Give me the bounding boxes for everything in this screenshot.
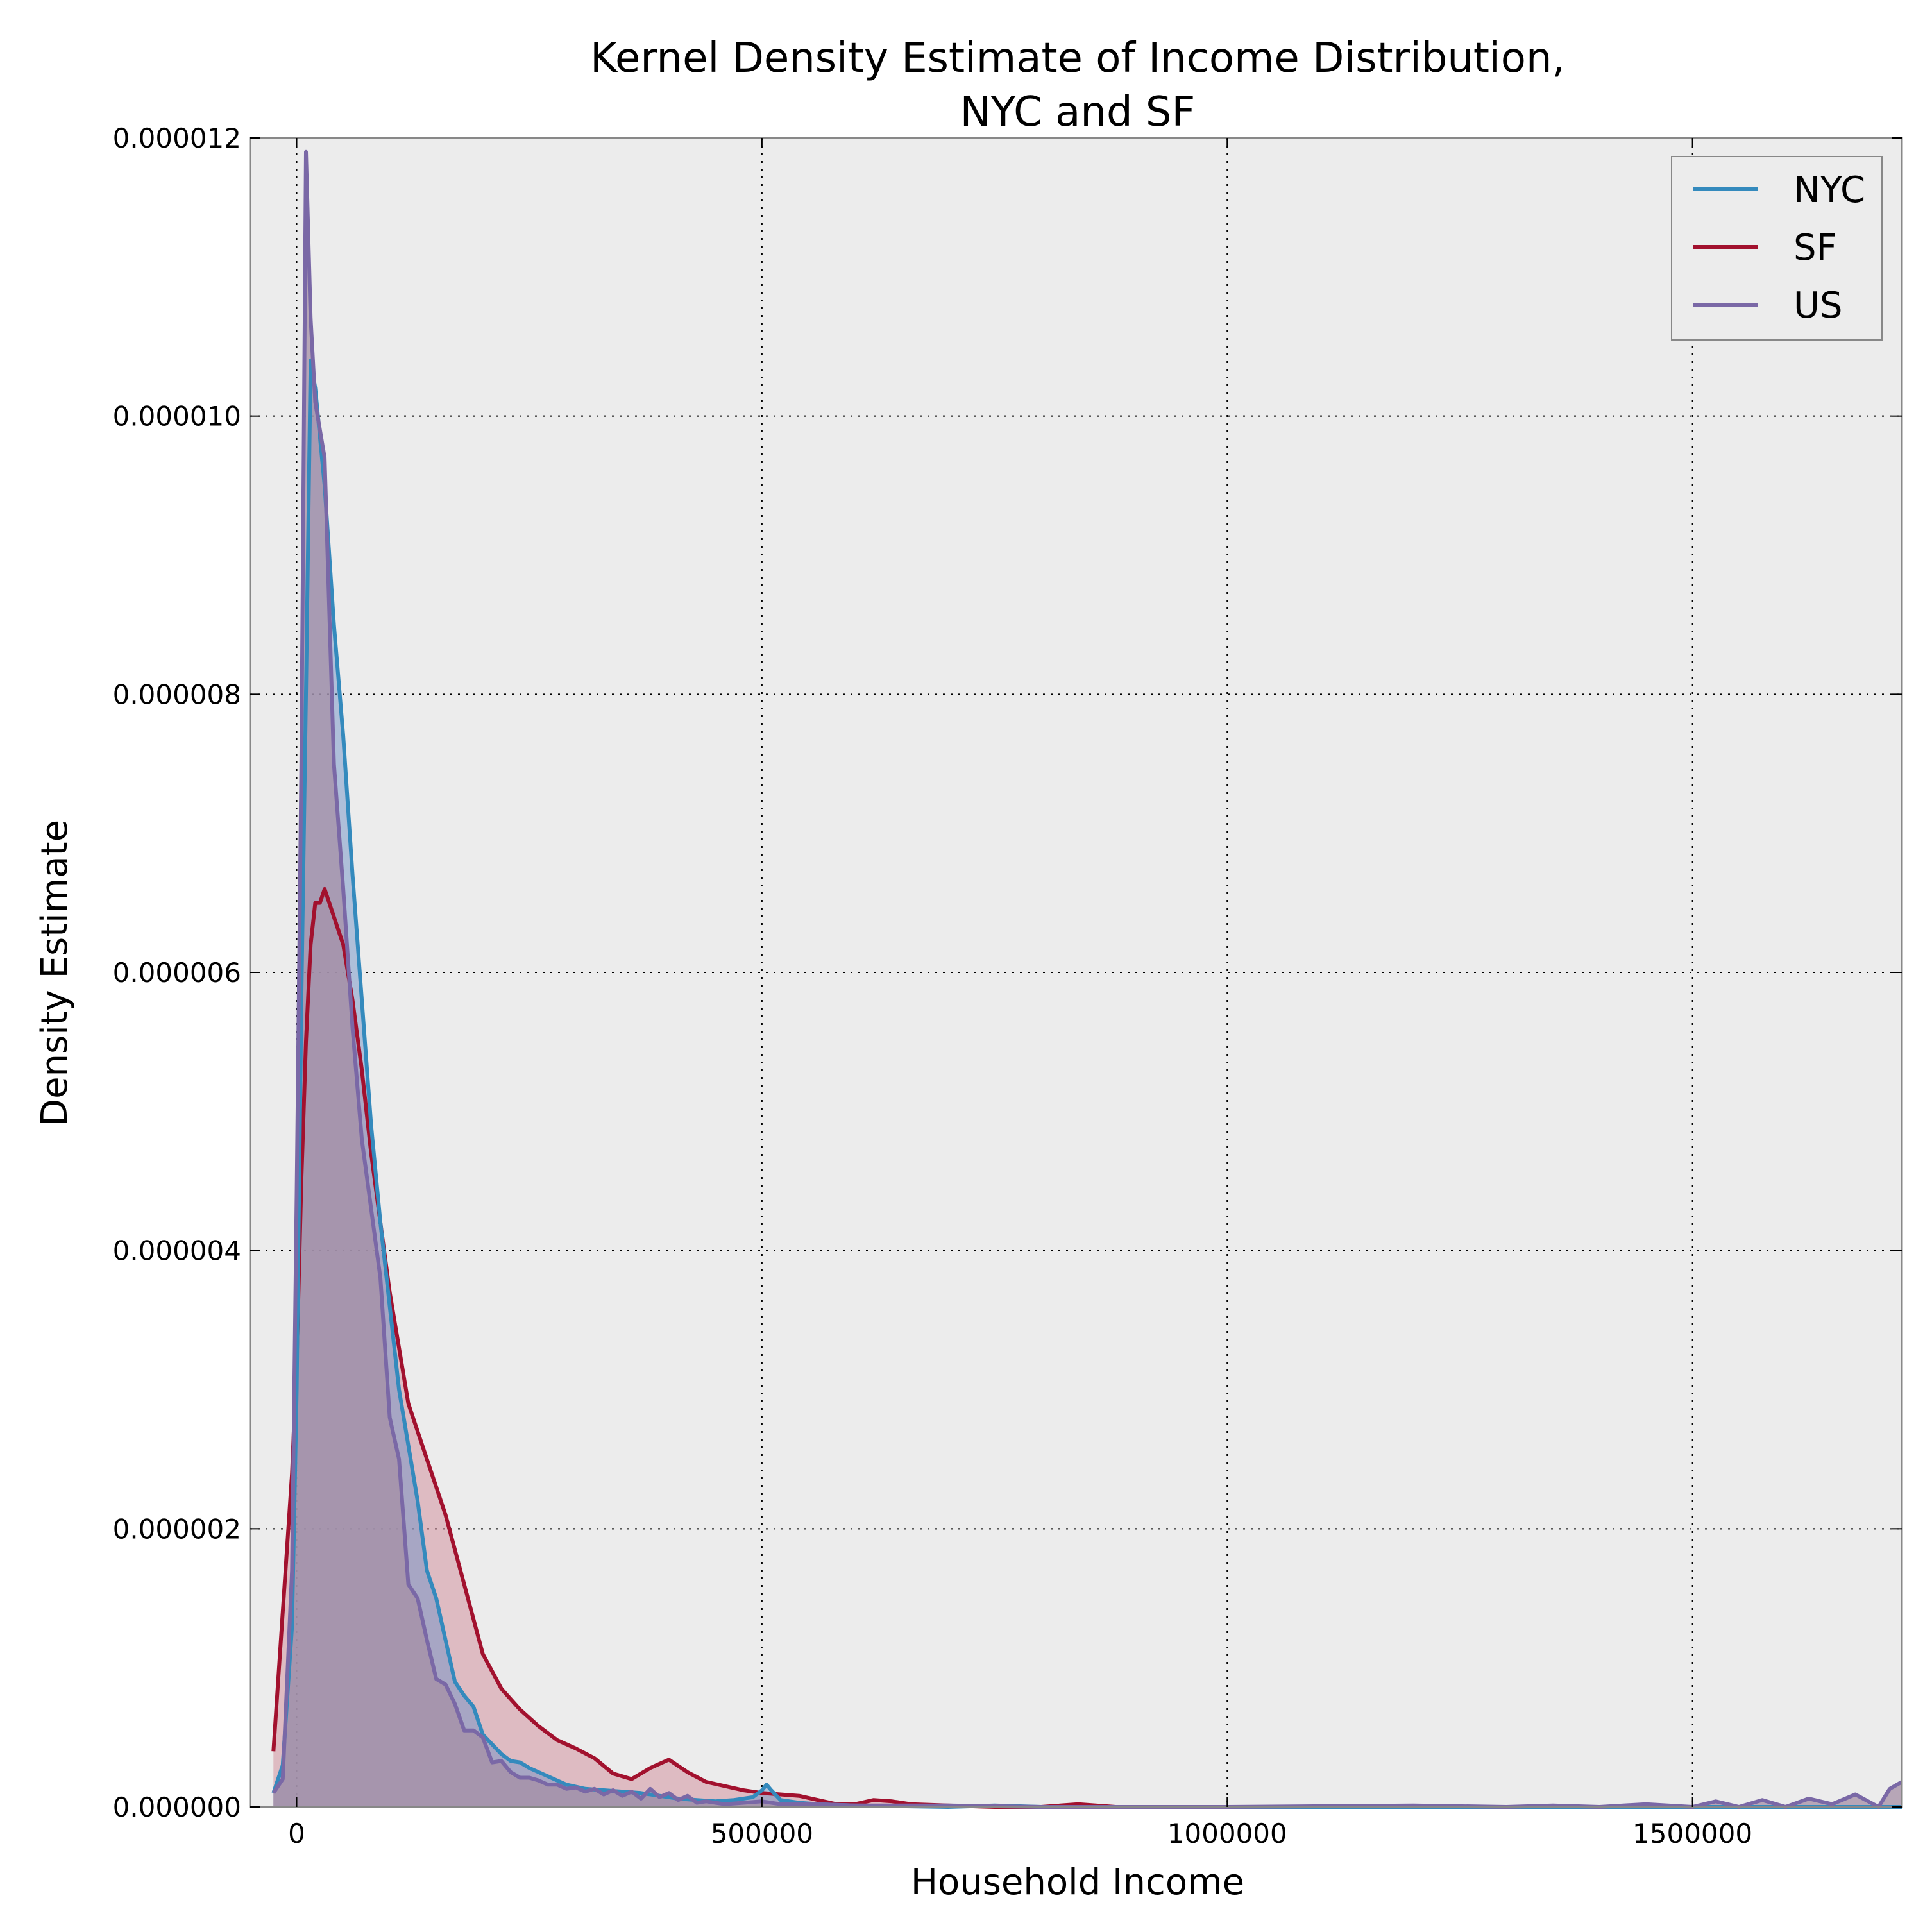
x-tick-label: 0 [288, 1818, 305, 1849]
legend-label-nyc: NYC [1793, 169, 1865, 211]
x-axis-label: Household Income [911, 1861, 1244, 1903]
chart-title-line-1: Kernel Density Estimate of Income Distri… [590, 35, 1565, 82]
chart-title-line-2: NYC and SF [960, 89, 1196, 136]
legend-label-sf: SF [1793, 227, 1837, 269]
plot-area [250, 138, 1902, 1807]
y-tick-label: 0.000000 [113, 1792, 241, 1823]
density-fills [273, 151, 1902, 1808]
y-tick-label: 0.000006 [113, 957, 241, 988]
x-tick-label: 500000 [711, 1818, 813, 1849]
x-tick-label: 1000000 [1167, 1818, 1287, 1849]
grid-lines [250, 137, 1902, 1808]
density-fill-nyc [273, 360, 1902, 1808]
axis-ticks: 0 500000 1000000 1500000 0.000000 0.000002 0.0… [113, 123, 1902, 1849]
legend-label-us: US [1793, 285, 1843, 326]
y-tick-label: 0.000008 [113, 679, 241, 710]
y-tick-label: 0.000002 [113, 1513, 241, 1545]
x-tick-label: 1500000 [1632, 1818, 1752, 1849]
y-axis-label: Density Estimate [34, 820, 76, 1126]
y-tick-label: 0.000010 [113, 401, 241, 432]
y-tick-label: 0.000004 [113, 1235, 241, 1267]
y-tick-label: 0.000012 [113, 123, 241, 154]
legend: NYC SF US [1671, 156, 1883, 341]
